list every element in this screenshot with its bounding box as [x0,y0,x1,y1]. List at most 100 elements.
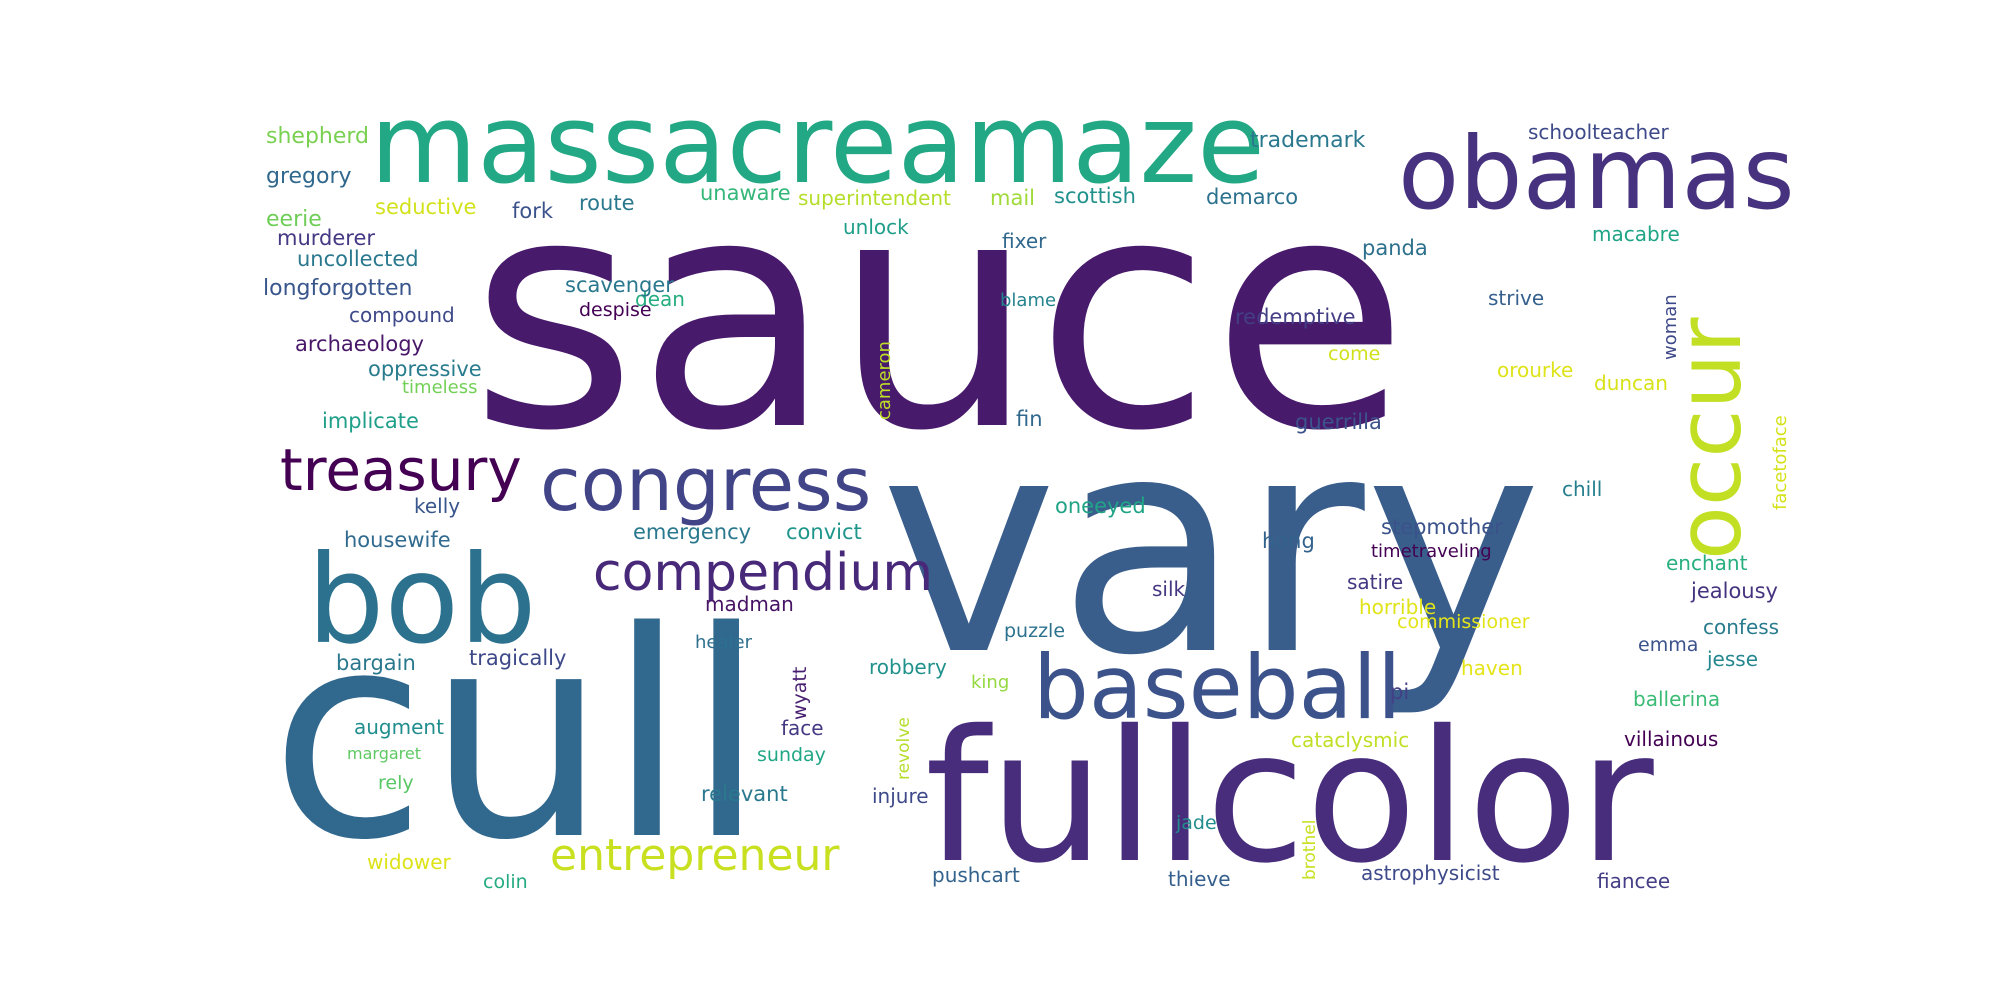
word-archaeology: archaeology [295,332,424,356]
word-trademark: trademark [1250,128,1366,153]
word-massacreamaze: massacreamaze [370,80,1265,208]
word-fullcolor: fullcolor [925,691,1654,903]
word-despise: despise [579,299,652,321]
word-seductive: seductive [375,195,476,219]
word-obamas: obamas [1398,115,1795,232]
word-margaret: margaret [347,744,421,763]
word-scottish: scottish [1054,184,1136,208]
word-uncollected: uncollected [297,247,419,271]
word-vary: vary [880,372,1542,721]
word-unaware: unaware [700,181,791,205]
word-villainous: villainous [1624,727,1718,751]
word-chill: chill [1562,477,1602,501]
word-fixer: fixer [1002,229,1047,253]
word-haven: haven [1461,656,1523,680]
word-blame: blame [1000,290,1056,311]
word-healer: healer [695,632,753,653]
word-orourke: orourke [1497,358,1573,382]
word-revolve: revolve [894,717,914,780]
word-tragically: tragically [469,646,566,670]
word-convict: convict [786,520,862,544]
word-pi: pi [1390,680,1409,704]
word-gregory: gregory [266,164,352,189]
word-macabre: macabre [1592,222,1680,246]
word-compound: compound [349,303,455,327]
word-mail: mail [990,186,1035,210]
word-widower: widower [367,850,452,874]
word-superintendent: superintendent [798,186,951,210]
word-congress: congress [540,442,871,528]
word-fin: fin [1016,407,1043,431]
word-puzzle: puzzle [1004,620,1065,642]
word-panda: panda [1362,236,1428,260]
word-murderer: murderer [277,226,375,250]
word-housewife: housewife [344,528,451,552]
word-timeless: timeless [402,377,478,398]
word-confess: confess [1703,615,1779,639]
word-oppressive: oppressive [368,357,482,381]
word-jealousy: jealousy [1690,579,1778,603]
word-entrepreneur: entrepreneur [550,830,840,881]
word-cameron: cameron [874,341,895,420]
word-horrible: horrible [1359,595,1436,619]
word-occur: occur [1658,317,1761,560]
word-oneeyed: oneeyed [1055,494,1146,518]
word-bargain: bargain [336,651,416,675]
word-fork: fork [512,199,554,223]
word-treasury: treasury [280,436,522,504]
word-enchant: enchant [1666,551,1748,575]
word-kelly: kelly [414,494,460,518]
word-madman: madman [705,592,794,616]
word-unlock: unlock [843,215,909,239]
word-facetoface: facetoface [1770,415,1791,510]
word-hong: hong [1262,529,1315,553]
word-come: come [1328,343,1380,365]
word-silk: silk [1152,577,1186,601]
word-augment: augment [354,715,444,739]
word-wyatt: wyatt [789,667,811,720]
word-route: route [579,191,634,215]
word-face: face [781,716,824,740]
word-ballerina: ballerina [1633,687,1720,711]
word-jesse: jesse [1706,647,1758,671]
word-longforgotten: longforgotten [263,276,413,301]
word-bob: bob [307,529,537,671]
word-commissioner: commissioner [1397,611,1530,633]
word-stepmother: stepmother [1381,515,1503,539]
word-schoolteacher: schoolteacher [1528,120,1670,144]
word-dean: dean [635,287,685,311]
word-injure: injure [872,784,929,808]
word-strive: strive [1488,286,1544,310]
word-baseball: baseball [1033,636,1401,739]
word-pushcart: pushcart [932,863,1020,887]
word-sunday: sunday [757,744,826,766]
word-sauce: sauce [470,129,1408,501]
word-emma: emma [1638,634,1698,656]
word-king: king [971,672,1009,693]
word-redemptive: redemptive [1235,305,1356,329]
word-emergency: emergency [633,520,751,544]
word-implicate: implicate [322,409,419,433]
word-thieve: thieve [1168,867,1231,891]
word-shepherd: shepherd [266,124,369,149]
word-brothel: brothel [1300,820,1320,880]
word-woman: woman [1660,294,1681,360]
word-satire: satire [1347,570,1403,594]
word-cull: cull [270,571,766,903]
word-duncan: duncan [1594,371,1668,395]
word-eerie: eerie [266,207,322,232]
word-scavenger: scavenger [565,273,674,297]
word-robbery: robbery [869,655,947,679]
word-guerrilla: guerrilla [1295,410,1382,434]
word-cataclysmic: cataclysmic [1291,728,1409,752]
word-relevant: relevant [701,782,788,806]
word-colin: colin [483,871,528,893]
word-astrophysicist: astrophysicist [1361,861,1500,885]
word-fiancee: fiancee [1597,869,1670,893]
word-timetraveling: timetraveling [1371,541,1492,562]
word-jade: jade [1175,812,1217,834]
word-compendium: compendium [593,543,933,603]
word-rely: rely [378,772,414,794]
word-demarco: demarco [1206,185,1298,209]
